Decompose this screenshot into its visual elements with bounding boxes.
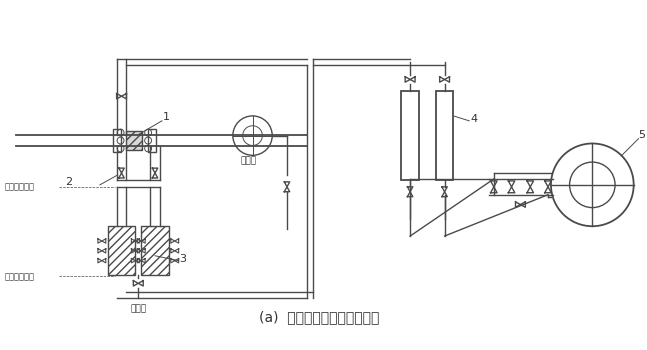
- Bar: [435, 91, 454, 180]
- Bar: [148, 129, 156, 152]
- Text: (a)  差压计装在节流装置下方: (a) 差压计装在节流装置下方: [259, 311, 380, 325]
- Bar: [126, 131, 142, 150]
- Text: 5: 5: [639, 130, 646, 140]
- Text: 被测液: 被测液: [131, 304, 146, 313]
- Bar: [401, 91, 419, 180]
- Bar: [108, 226, 135, 275]
- Text: 隔离液起始面: 隔离液起始面: [5, 272, 34, 281]
- Text: 2: 2: [65, 177, 72, 187]
- Bar: [113, 129, 120, 152]
- Text: 隔离液终结面: 隔离液终结面: [5, 182, 34, 191]
- Text: 1: 1: [163, 112, 170, 122]
- Text: 4: 4: [470, 114, 477, 124]
- Text: 隔离液: 隔离液: [241, 156, 257, 165]
- Text: 3: 3: [180, 254, 186, 264]
- Bar: [141, 226, 169, 275]
